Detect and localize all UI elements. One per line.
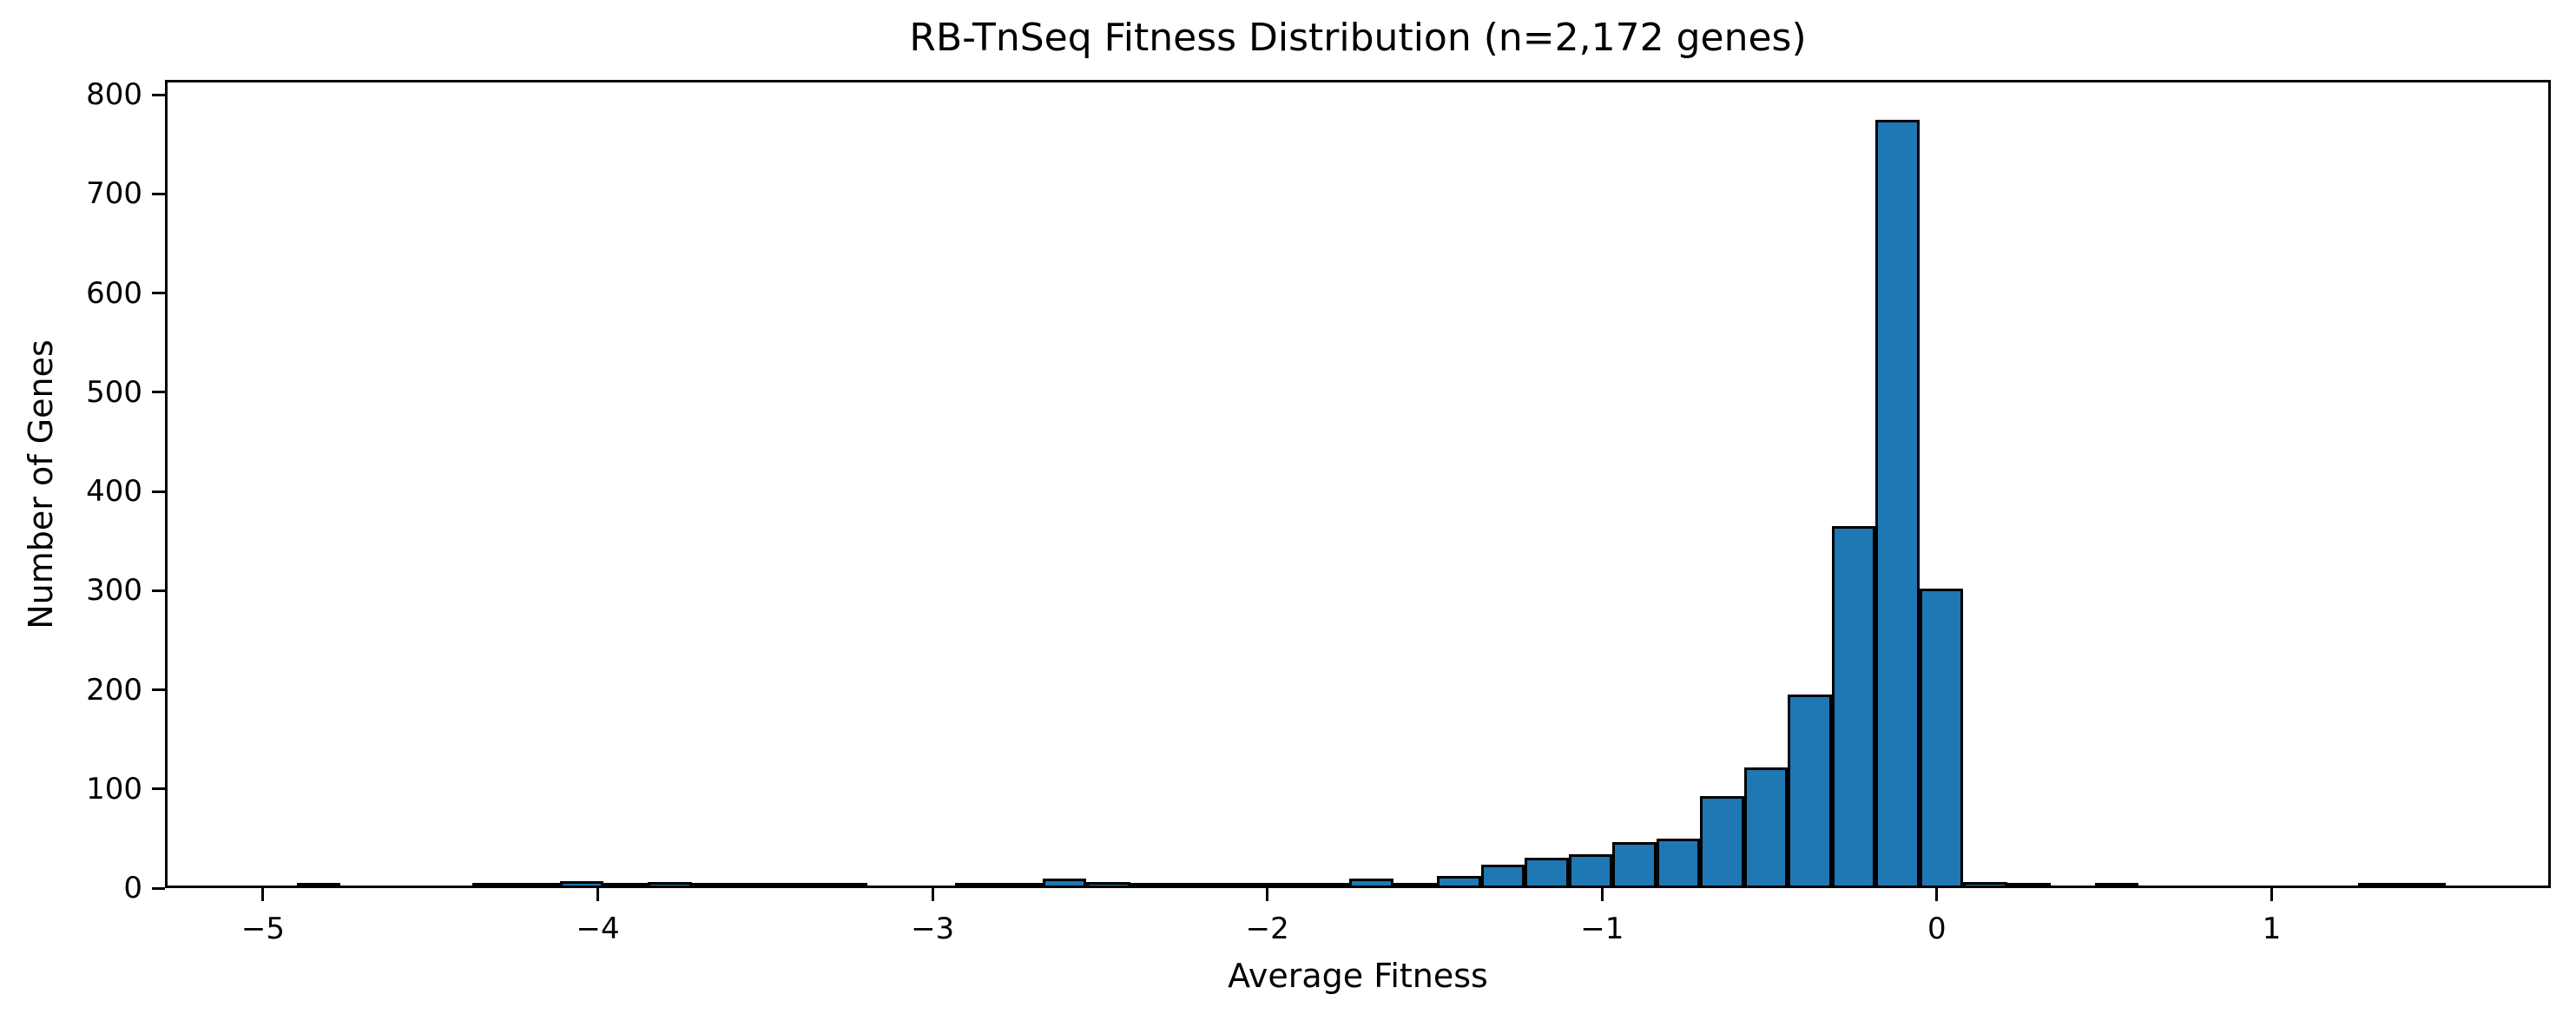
- y-tick-dash: [152, 93, 165, 96]
- histogram-bar: [603, 883, 648, 888]
- histogram-bar: [1700, 795, 1744, 888]
- y-tick-dash: [152, 490, 165, 493]
- y-tick-dash: [152, 292, 165, 295]
- histogram-bar: [1963, 882, 2007, 888]
- histogram-bars-layer: [165, 80, 2551, 888]
- x-axis-label: Average Fitness: [1228, 957, 1488, 995]
- x-tick-label: −3: [911, 912, 955, 946]
- y-tick-label: 300: [86, 573, 142, 609]
- histogram-bar: [2094, 883, 2139, 888]
- histogram-bar: [823, 883, 867, 888]
- histogram-bar: [471, 883, 517, 888]
- y-tick-label: 200: [86, 672, 142, 708]
- y-tick-dash: [152, 787, 165, 791]
- histogram-bar: [1831, 526, 1876, 888]
- histogram-bar: [296, 883, 341, 888]
- y-tick-label: 500: [86, 374, 142, 410]
- y-tick-dash: [152, 192, 165, 195]
- histogram-bar: [1788, 695, 1832, 888]
- y-tick-dash: [152, 391, 165, 394]
- histogram-bar: [691, 883, 735, 888]
- histogram-bar: [1480, 864, 1525, 888]
- x-tick-dash: [596, 888, 600, 901]
- y-tick-label: 0: [123, 871, 142, 905]
- histogram-bar: [1437, 876, 1481, 888]
- x-tick-label: −2: [1245, 912, 1289, 946]
- histogram-bar: [1305, 883, 1350, 888]
- x-tick-label: 1: [2262, 912, 2282, 946]
- histogram-bar: [1174, 883, 1218, 888]
- plot-area: [165, 80, 2551, 888]
- x-tick-dash: [261, 888, 265, 901]
- histogram-bar: [1130, 883, 1175, 888]
- y-tick-dash: [152, 886, 165, 890]
- histogram-bar: [1743, 767, 1789, 888]
- y-tick-label: 100: [86, 771, 142, 807]
- x-tick-label: −1: [1580, 912, 1624, 946]
- histogram-bar: [779, 883, 824, 888]
- x-tick-label: −5: [240, 912, 286, 946]
- histogram-bar: [1568, 854, 1613, 888]
- histogram-bar: [1349, 878, 1393, 888]
- y-tick-dash: [152, 589, 165, 592]
- histogram-bar: [1393, 883, 1438, 888]
- x-tick-label: −4: [576, 912, 620, 946]
- histogram-bar: [2357, 883, 2402, 888]
- chart-title: RB-TnSeq Fitness Distribution (n=2,172 g…: [909, 16, 1807, 60]
- histogram-bar: [954, 883, 999, 888]
- histogram-bar: [1525, 857, 1569, 888]
- histogram-bar: [1919, 589, 1964, 888]
- histogram-bar: [1656, 838, 1701, 888]
- x-tick-dash: [1600, 888, 1604, 901]
- y-tick-label: 800: [86, 77, 142, 113]
- histogram-bar: [1875, 119, 1920, 888]
- histogram-bar: [1612, 842, 1657, 888]
- histogram-bar: [1086, 882, 1130, 888]
- histogram-bar: [1217, 883, 1262, 888]
- y-axis-label: Number of Genes: [22, 339, 60, 629]
- histogram-bar: [1042, 878, 1087, 888]
- histogram-bar: [2401, 883, 2446, 888]
- histogram-bar: [998, 883, 1043, 888]
- x-tick-dash: [2270, 888, 2273, 901]
- x-tick-dash: [931, 888, 934, 901]
- histogram-bar: [2006, 883, 2052, 888]
- histogram-bar: [1262, 883, 1306, 888]
- y-tick-dash: [152, 688, 165, 692]
- y-tick-label: 700: [86, 176, 142, 212]
- histogram-bar: [648, 882, 692, 888]
- histogram-bar: [559, 881, 604, 888]
- x-tick-label: 0: [1927, 912, 1947, 946]
- x-tick-dash: [1935, 888, 1939, 901]
- x-tick-dash: [1266, 888, 1269, 901]
- histogram-bar: [735, 883, 780, 888]
- y-tick-label: 400: [86, 474, 142, 510]
- y-tick-label: 600: [86, 275, 142, 311]
- histogram-bar: [516, 883, 560, 888]
